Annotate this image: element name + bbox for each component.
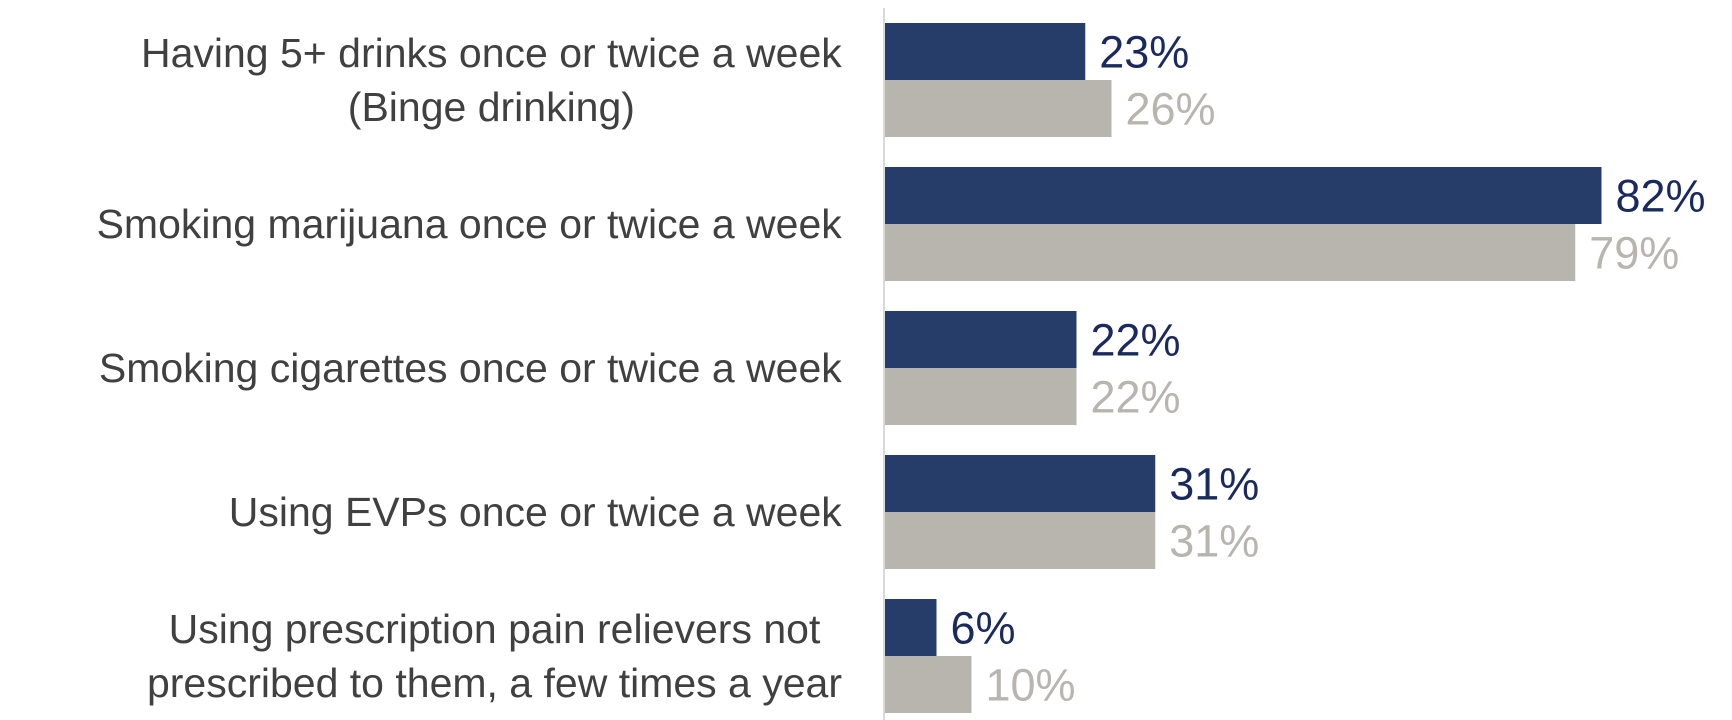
bars — [884, 23, 1602, 713]
data-label: 82% — [1616, 171, 1706, 222]
category-label: Using prescription pain relievers not pre… — [147, 606, 842, 706]
data-label: 22% — [1091, 372, 1181, 423]
bar — [884, 80, 1112, 137]
data-label: 6% — [951, 603, 1016, 654]
bar — [884, 167, 1602, 224]
bar — [884, 599, 937, 656]
data-label: 79% — [1589, 228, 1679, 279]
bar — [884, 368, 1077, 425]
bar — [884, 23, 1086, 80]
category-label: Having 5+ drinks once or twice a week (Bi… — [141, 30, 842, 130]
data-label: 31% — [1169, 516, 1259, 567]
category-label: Smoking marijuana once or twice a week — [97, 201, 843, 247]
data-label: 23% — [1099, 27, 1189, 78]
value-labels: 23% 26% 82% 79% 22% 22% 31% 31% 6% 10% — [951, 27, 1706, 711]
bar — [884, 512, 1156, 569]
bar — [884, 224, 1576, 281]
data-label: 10% — [986, 660, 1076, 711]
bar — [884, 656, 972, 713]
bar — [884, 455, 1156, 512]
category-label: Using EVPs once or twice a week — [229, 489, 842, 535]
category-label-line: Smoking cigarettes once or twice a week — [99, 345, 842, 391]
category-label-line: Smoking marijuana once or twice a week — [97, 201, 843, 247]
data-label: 26% — [1126, 84, 1216, 135]
category-label-line: prescribed to them, a few times a year — [147, 660, 842, 706]
category-label-line: (Binge drinking) — [348, 84, 635, 130]
category-label-line: Having 5+ drinks once or twice a week — [141, 30, 842, 76]
category-labels: Having 5+ drinks once or twice a week (Bi… — [97, 30, 843, 706]
category-label-line: Using prescription pain relievers not — [169, 606, 821, 652]
category-label-line: Using EVPs once or twice a week — [229, 489, 842, 535]
category-label: Smoking cigarettes once or twice a week — [99, 345, 842, 391]
bar — [884, 311, 1077, 368]
data-label: 22% — [1091, 315, 1181, 366]
data-label: 31% — [1169, 459, 1259, 510]
